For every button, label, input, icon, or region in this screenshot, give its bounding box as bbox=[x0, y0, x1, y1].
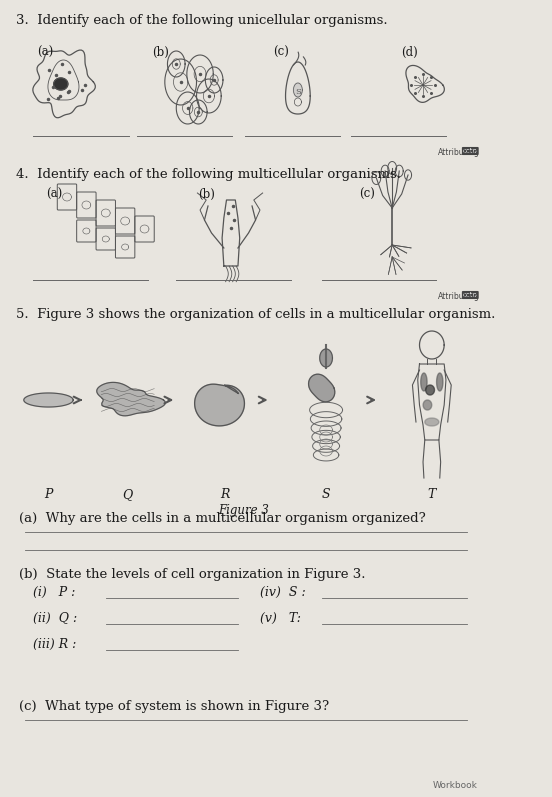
Polygon shape bbox=[97, 383, 166, 416]
Polygon shape bbox=[309, 375, 335, 402]
Polygon shape bbox=[54, 78, 68, 90]
Text: 5.  Figure 3 shows the organization of cells in a multicellular organism.: 5. Figure 3 shows the organization of ce… bbox=[16, 308, 495, 321]
Text: Attributing: Attributing bbox=[438, 148, 480, 157]
Polygon shape bbox=[426, 385, 434, 395]
Polygon shape bbox=[24, 393, 73, 407]
Text: (a): (a) bbox=[46, 188, 62, 201]
Text: (iii) R :: (iii) R : bbox=[34, 638, 77, 651]
Text: (b): (b) bbox=[152, 46, 169, 59]
Polygon shape bbox=[423, 400, 432, 410]
Text: (c): (c) bbox=[359, 188, 375, 201]
Text: S: S bbox=[322, 488, 331, 501]
Polygon shape bbox=[195, 384, 245, 426]
Text: S: S bbox=[295, 88, 301, 96]
Text: R: R bbox=[220, 488, 230, 501]
Text: Workbook: Workbook bbox=[433, 781, 477, 790]
Text: (ii)  Q :: (ii) Q : bbox=[34, 612, 78, 625]
Text: Q: Q bbox=[123, 488, 133, 501]
Text: (a)  Why are the cells in a multicellular organism organized?: (a) Why are the cells in a multicellular… bbox=[19, 512, 426, 525]
Text: (a): (a) bbox=[37, 46, 53, 59]
Text: (b): (b) bbox=[198, 188, 215, 201]
Text: (v)   T:: (v) T: bbox=[260, 612, 301, 625]
Polygon shape bbox=[421, 373, 427, 391]
Polygon shape bbox=[437, 373, 443, 391]
Text: ccto: ccto bbox=[463, 292, 477, 298]
Text: (d): (d) bbox=[401, 46, 418, 59]
Text: ccto: ccto bbox=[463, 148, 477, 154]
Polygon shape bbox=[425, 418, 439, 426]
Text: 3.  Identify each of the following unicellular organisms.: 3. Identify each of the following unicel… bbox=[16, 14, 388, 27]
Text: (iv)  S :: (iv) S : bbox=[260, 586, 306, 599]
Text: (c)  What type of system is shown in Figure 3?: (c) What type of system is shown in Figu… bbox=[19, 700, 330, 713]
Text: 4.  Identify each of the following multicellular organisms.: 4. Identify each of the following multic… bbox=[16, 168, 401, 181]
Text: Attributing: Attributing bbox=[438, 292, 480, 301]
Polygon shape bbox=[320, 349, 332, 367]
Polygon shape bbox=[294, 83, 302, 97]
Text: (b)  State the levels of cell organization in Figure 3.: (b) State the levels of cell organizatio… bbox=[19, 568, 366, 581]
Text: (c): (c) bbox=[273, 46, 289, 59]
Text: Figure 3: Figure 3 bbox=[218, 504, 269, 517]
Text: (i)   P :: (i) P : bbox=[34, 586, 76, 599]
Text: P: P bbox=[44, 488, 52, 501]
Text: T: T bbox=[428, 488, 436, 501]
